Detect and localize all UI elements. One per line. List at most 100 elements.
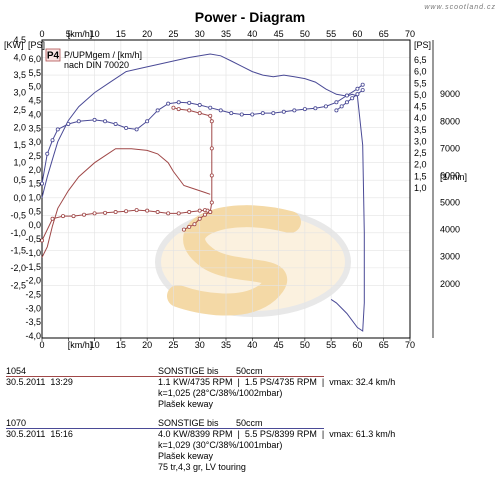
x-tick-label-top: 30 (195, 29, 205, 39)
series-1054-point (92, 211, 97, 216)
y-left-ps-tick: -1,5 (25, 262, 41, 272)
series-1054-point (134, 208, 139, 213)
y-left-kw-tick: 1,5 (13, 140, 26, 150)
x-axis-label: [km/h] (68, 340, 93, 350)
run-color-rule (6, 428, 324, 429)
run-model: SONSTIGE bis 50ccm (158, 418, 263, 429)
x-tick-label-top: 0 (39, 29, 44, 39)
y-right-ps-label: [PS] (414, 40, 431, 50)
run-id: 1054 (6, 366, 27, 376)
series-1070-power (41, 53, 365, 332)
series-1070-point (218, 108, 223, 113)
x-tick-label-top: 65 (379, 29, 389, 39)
series-1070-point (292, 108, 297, 113)
chart-title: Power - Diagram (195, 9, 305, 25)
y-left-ps-tick: 6,0 (28, 54, 41, 64)
series-1054-point (209, 119, 214, 124)
y-left-ps-tick: 3,0 (28, 137, 41, 147)
y-right-ps-tick: 3,0 (414, 136, 427, 146)
chart-series-group (40, 53, 365, 332)
series-1054-point (208, 210, 213, 215)
series-1070-point (50, 138, 55, 143)
y-left-ps-tick: -2,0 (25, 276, 41, 286)
y-right-rpm-tick: 7000 (440, 143, 460, 153)
y-left-kw-tick: 4,5 (13, 35, 26, 45)
series-1070-point (197, 103, 202, 108)
series-1054-point (40, 238, 45, 243)
series-1054-rpm (41, 107, 213, 241)
series-1054-point (124, 209, 129, 214)
y-right-rpm-tick: 8000 (440, 116, 460, 126)
run-time: 13:29 (50, 377, 73, 387)
y-left-kw-tick: 4,0 (13, 53, 26, 63)
series-1054-point (155, 210, 160, 215)
x-tick-label-bottom: 60 (352, 340, 362, 350)
x-tick-label-top: 40 (247, 29, 257, 39)
series-1070-point (113, 121, 118, 126)
series-1054-point (197, 111, 202, 116)
series-1070-point (145, 119, 150, 124)
y-left-kw-tick: 3,5 (13, 70, 26, 80)
x-tick-label-bottom: 15 (116, 340, 126, 350)
series-1054-point (145, 208, 150, 213)
y-left-kw-tick: -2,5 (10, 280, 26, 290)
y-left-kw-tick: -1,5 (10, 245, 26, 255)
series-1054-point (176, 107, 181, 112)
run-id: 1070 (6, 418, 27, 428)
series-1054-point (202, 212, 207, 217)
chart-grid (41, 39, 411, 338)
y-left-ps-label: [PS] (28, 40, 45, 50)
run-note-line: Plašek keway (158, 451, 214, 461)
p4-badge-box (45, 48, 61, 62)
series-1054-point (171, 105, 176, 110)
x-tick-label-bottom: 35 (221, 340, 231, 350)
p4-badge-text: P4 (47, 51, 60, 62)
run-ccm: 50ccm (236, 366, 263, 376)
run-model-name: SONSTIGE bis (158, 366, 219, 376)
y-left-ps-tick: -3,0 (25, 303, 41, 313)
series-1070-point (360, 88, 365, 93)
series-1054-point (208, 113, 213, 118)
run-time: 15:16 (50, 429, 73, 439)
series-1054-point (197, 208, 202, 213)
y-right-ps-tick: 2,0 (414, 160, 427, 170)
y-left-kw-tick: 3,0 (13, 88, 26, 98)
y-left-kw-tick: 0,5 (13, 175, 26, 185)
series-1070-point (344, 93, 349, 98)
y-left-kw-tick: -2,0 (10, 263, 26, 273)
chart-caption: P/UPMgem / [km/h] (64, 50, 142, 60)
y-right-ps-tick: 5,5 (414, 78, 427, 88)
power-diagram-chart: 0 5 10 10 15 15 20 20 25 25 30 30 35 35 40 40 45 45 50 50 55… (4, 4, 495, 350)
series-1070-point (134, 127, 139, 132)
series-1054-point (192, 222, 197, 227)
y-left-ps-tick: -0,5 (25, 234, 41, 244)
y-left-ps-tick: 5,0 (28, 82, 41, 92)
x-tick-label-top: 15 (116, 29, 126, 39)
series-1054-point (50, 216, 55, 221)
y-right-rpm-tick: 9000 (440, 89, 460, 99)
series-1070-point (313, 106, 318, 111)
series-1054-point (209, 146, 214, 151)
series-1054-point (71, 214, 76, 219)
series-1070-point (302, 107, 307, 112)
x-tick-label-top: 5 (66, 29, 71, 39)
chart-watermark-logo (155, 205, 351, 317)
run-model-name: SONSTIGE bis (158, 418, 219, 428)
y-left-ps-tick: -1,0 (25, 248, 41, 258)
series-1070-rpm (41, 84, 364, 184)
run-date: 30.5.2011 (6, 429, 46, 439)
run-date: 30.5.2011 (6, 377, 46, 387)
y-left-ps-tick: 1,5 (28, 179, 41, 189)
chart-caption: nach DIN 70020 (64, 60, 129, 70)
y-left-ps-tick: 2,5 (28, 151, 41, 161)
x-tick-label-top: 50 (300, 29, 310, 39)
x-tick-label-bottom: 40 (247, 340, 257, 350)
series-1070-point (176, 100, 181, 105)
series-1070-point (355, 92, 360, 97)
run-result-line: 4.0 KW/8399 RPM | 5.5 PS/8399 RPM | vmax… (158, 429, 396, 439)
y-right-rpm-tick: 3000 (440, 252, 460, 262)
run-note-line: 75 tr,4,3 gr, LV touring (158, 462, 246, 472)
series-1070-point (208, 105, 213, 110)
x-tick-label-bottom: 20 (142, 340, 152, 350)
series-1054-point (113, 210, 118, 215)
